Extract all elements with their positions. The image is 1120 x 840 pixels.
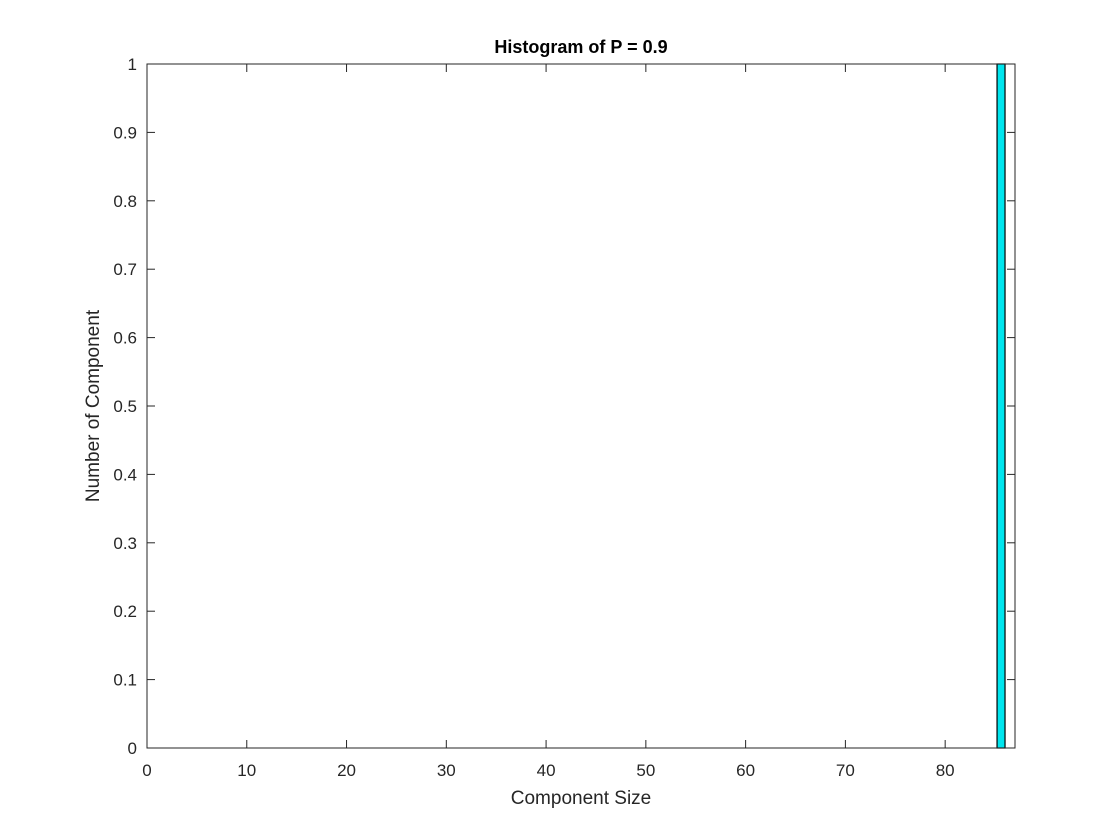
plot-area [147, 64, 1015, 748]
y-tick-label-0: 0 [128, 739, 137, 758]
x-ticks: 0 10 20 30 40 50 60 70 80 [142, 64, 955, 780]
x-axis-label: Component Size [511, 788, 651, 809]
y-tick-label-8: 0.8 [113, 192, 137, 211]
bars-layer [996, 63, 1006, 749]
y-tick-label-3: 0.3 [113, 534, 137, 553]
x-tick-label-7: 70 [836, 761, 855, 780]
x-tick-label-4: 40 [537, 761, 556, 780]
chart-title: Histogram of P = 0.9 [494, 37, 667, 57]
y-tick-label-7: 0.7 [113, 260, 137, 279]
y-tick-label-6: 0.6 [113, 329, 137, 348]
y-tick-label-5: 0.5 [113, 397, 137, 416]
x-tick-label-2: 20 [337, 761, 356, 780]
y-axis-label: Number of Component [83, 309, 104, 502]
y-tick-label-10: 1 [128, 55, 137, 74]
x-tick-label-8: 80 [936, 761, 955, 780]
y-ticks: 0 0.1 0.2 0.3 0.4 0.5 0.6 0.7 0.8 0.9 1 [113, 55, 1015, 758]
histogram-bar-0 [996, 63, 1006, 749]
x-tick-label-5: 50 [636, 761, 655, 780]
x-tick-label-6: 60 [736, 761, 755, 780]
x-tick-label-1: 10 [237, 761, 256, 780]
y-tick-label-1: 0.1 [113, 671, 137, 690]
x-tick-label-3: 30 [437, 761, 456, 780]
y-tick-label-4: 0.4 [113, 465, 137, 484]
x-tick-label-0: 0 [142, 761, 151, 780]
y-tick-label-2: 0.2 [113, 602, 137, 621]
y-tick-label-9: 0.9 [113, 123, 137, 142]
